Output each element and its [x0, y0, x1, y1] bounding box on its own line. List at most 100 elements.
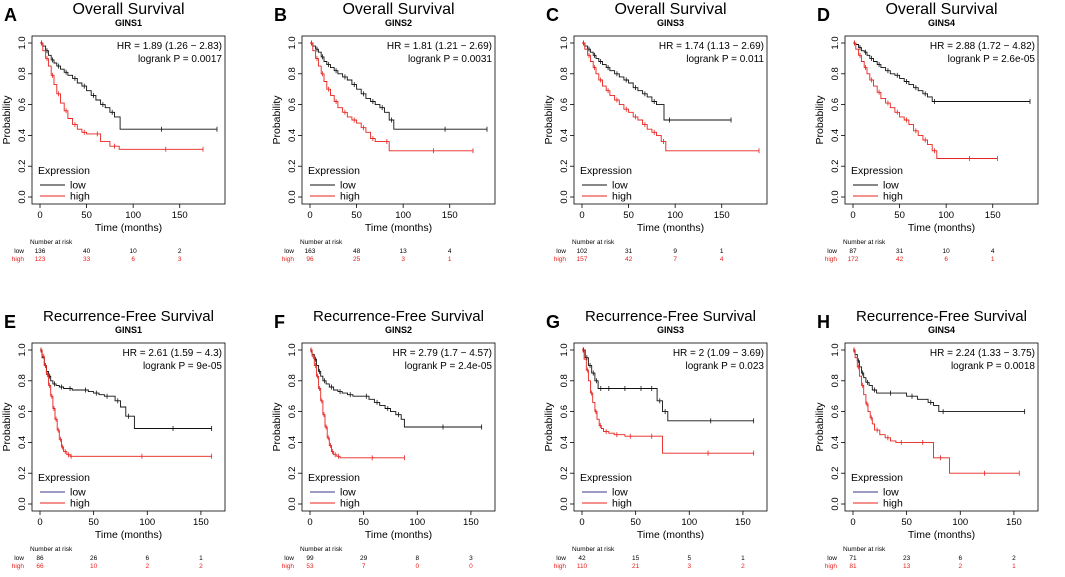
- risk-count-low: 2: [178, 248, 182, 255]
- x-axis-label: Time (months): [95, 529, 162, 541]
- risk-row-label-high: high: [12, 256, 25, 263]
- censor-marks-high: [310, 347, 405, 461]
- x-axis-label: Time (months): [95, 222, 162, 234]
- censor-marks-low: [853, 40, 1031, 105]
- plot-frame: [301, 35, 496, 205]
- y-tick-label: 0.4: [559, 129, 570, 142]
- risk-row-label-high: high: [825, 563, 838, 570]
- plot-frame: [573, 35, 768, 205]
- risk-count-low: 13: [400, 248, 408, 255]
- risk-row-label-low: low: [556, 555, 566, 562]
- hazard-ratio-text: HR = 2.79 (1.7 − 4.57): [392, 348, 492, 359]
- censor-marks-low: [310, 347, 483, 430]
- risk-count-low: 6: [145, 555, 149, 562]
- panel-letter: C: [546, 5, 559, 25]
- risk-count-high: 110: [577, 563, 588, 570]
- x-tick-label: 100: [938, 210, 954, 221]
- x-tick-label: 50: [901, 517, 912, 528]
- risk-count-high: 7: [673, 256, 677, 263]
- plot-frame: [31, 35, 226, 205]
- panel-letter: E: [4, 312, 16, 332]
- risk-table-title: Number at risk: [30, 239, 73, 246]
- x-tick-labels: 0 50 100 150: [850, 210, 1000, 221]
- risk-table-title: Number at risk: [843, 546, 886, 553]
- risk-count-high: 42: [896, 256, 904, 263]
- risk-count-low: 9: [673, 248, 677, 255]
- y-axis-label: Probability: [1, 402, 13, 452]
- x-axis-label: Time (months): [365, 529, 432, 541]
- x-tick-labels: 0 50 100 150: [579, 210, 729, 221]
- x-tick-labels: 0 50 100 150: [37, 210, 187, 221]
- y-tick-label: 0.4: [287, 436, 298, 449]
- risk-row-label-high: high: [282, 256, 295, 263]
- y-tick-label: 0.0: [287, 497, 298, 510]
- censor-marks-high: [40, 40, 204, 152]
- legend-title: Expression: [851, 472, 903, 484]
- x-tick-label: 150: [463, 517, 479, 528]
- plot-frame: [844, 35, 1039, 205]
- censor-marks-high: [582, 40, 760, 154]
- legend-label-low: low: [340, 487, 356, 499]
- y-tick-label: 0.6: [17, 98, 28, 111]
- y-tick-label: 0.8: [559, 67, 570, 80]
- risk-count-low: 8: [415, 555, 419, 562]
- risk-count-low: 86: [36, 555, 44, 562]
- risk-count-low: 40: [83, 248, 91, 255]
- plot-frame: [301, 342, 496, 512]
- x-tick-label: 0: [579, 517, 584, 528]
- risk-count-high: 53: [306, 563, 314, 570]
- legend-label-high: high: [612, 191, 632, 203]
- x-tick-labels: 0 50 100 150: [307, 210, 457, 221]
- y-tick-label: 0.6: [287, 98, 298, 111]
- x-tick-label: 0: [37, 210, 42, 221]
- risk-count-high: 3: [401, 256, 405, 263]
- risk-row-label-low: low: [284, 248, 294, 255]
- risk-count-high: 42: [625, 256, 633, 263]
- legend-label-low: low: [883, 180, 899, 192]
- risk-count-low: 42: [578, 555, 586, 562]
- x-tick-label: 50: [88, 517, 99, 528]
- x-tick-label: 150: [714, 210, 730, 221]
- y-tick-label: 0.0: [559, 190, 570, 203]
- legend-label-low: low: [612, 487, 628, 499]
- risk-count-high: 96: [306, 256, 314, 263]
- y-axis-label: Probability: [271, 402, 283, 452]
- legend-title: Expression: [580, 165, 632, 177]
- x-axis-label: Time (months): [637, 529, 704, 541]
- x-tick-label: 150: [735, 517, 751, 528]
- risk-row-label-low: low: [14, 248, 24, 255]
- risk-count-low: 4: [448, 248, 452, 255]
- logrank-p-text: logrank P = 0.0018: [951, 361, 1035, 372]
- x-tick-label: 150: [985, 210, 1001, 221]
- y-tick-label: 0.4: [559, 436, 570, 449]
- y-tick-label: 0.2: [559, 160, 570, 173]
- risk-count-high: 0: [469, 563, 473, 570]
- x-tick-label: 0: [850, 517, 855, 528]
- risk-count-low: 48: [353, 248, 361, 255]
- risk-count-high: 2: [741, 563, 745, 570]
- censor-marks-low: [583, 347, 755, 424]
- y-tick-label: 1.0: [830, 36, 841, 49]
- logrank-p-text: logrank P = 2.4e-05: [405, 361, 493, 372]
- panel-letter: B: [274, 5, 287, 25]
- risk-row-label-low: low: [827, 555, 837, 562]
- chart-title: Recurrence-Free Survival: [313, 308, 484, 325]
- km-curve-low: [40, 349, 212, 429]
- risk-table-title: Number at risk: [572, 546, 615, 553]
- x-tick-label: 100: [667, 210, 683, 221]
- y-axis-label: Probability: [543, 402, 555, 452]
- censor-marks-high: [853, 347, 1020, 476]
- km-curve-high: [582, 42, 759, 152]
- risk-table-title: Number at risk: [30, 546, 73, 553]
